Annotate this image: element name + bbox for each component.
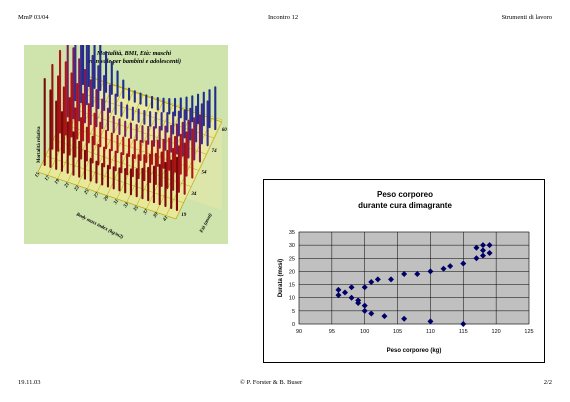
x-tick-label: 100	[360, 329, 369, 335]
data-point	[440, 265, 447, 272]
bmi-tick-label: 31	[113, 199, 121, 207]
bmi-tick-label: 17	[44, 175, 51, 182]
y-tick-label: 20	[289, 269, 295, 275]
y-tick-label: 10	[289, 296, 295, 302]
x-axis-title: Peso corporeo (kg)	[387, 348, 442, 354]
x-tick-label: 90	[296, 329, 302, 335]
x-tick-label: 110	[426, 329, 435, 335]
age-tick-label: 74	[212, 149, 218, 154]
data-point	[335, 286, 342, 293]
data-point	[368, 278, 375, 285]
bmi-tick-label: 33	[123, 202, 131, 210]
x-tick-label: 125	[524, 329, 533, 335]
data-point	[401, 315, 408, 322]
data-point	[480, 242, 486, 249]
data-point	[388, 276, 394, 283]
bmi-tick-label: 23	[73, 185, 81, 193]
bmi-tick-label: 29	[103, 195, 111, 203]
y-axis-label: Età (anni)	[199, 213, 214, 235]
data-point	[447, 263, 454, 270]
x-tick-label: 115	[459, 329, 468, 335]
y-tick-label: 30	[289, 243, 295, 249]
data-point	[460, 260, 467, 267]
data-point	[368, 310, 375, 317]
bmi-tick-label: 35	[132, 205, 140, 213]
data-point	[348, 294, 355, 301]
data-point	[414, 271, 421, 278]
age-tick-label: 60	[222, 128, 228, 133]
header-left: MmP 03/04	[18, 14, 49, 21]
data-point	[401, 271, 408, 278]
data-point	[473, 244, 480, 251]
data-point	[480, 252, 486, 259]
x-tick-label: 120	[492, 329, 501, 335]
bmi-tick-label: 15	[34, 171, 41, 178]
x-tick-label: 105	[393, 329, 402, 335]
footer-center: © P. Forster & B. Buser	[240, 379, 303, 386]
z-axis-label: Mortalità relativa	[37, 126, 42, 163]
data-point	[473, 255, 480, 262]
data-point	[486, 242, 493, 249]
header-right: Strumenti di lavoro	[501, 14, 552, 21]
data-point	[348, 284, 355, 291]
chart-subtitle: durante cura dimagrante	[358, 201, 452, 210]
age-tick-label: 34	[190, 192, 197, 197]
data-point	[427, 318, 434, 325]
y-tick-label: 15	[289, 283, 295, 289]
bmi-tick-label: 27	[93, 192, 101, 200]
x-tick-label: 95	[329, 329, 335, 335]
footer-left: 19.11.03	[18, 379, 41, 386]
y-tick-label: 35	[289, 230, 295, 236]
mortality-3d-chart-image: Mortalità, BMI, Età: maschi (non vale pe…	[24, 45, 228, 244]
y-tick-label: 25	[289, 256, 295, 262]
data-point	[381, 313, 388, 320]
bmi-tick-label: 41	[162, 216, 170, 224]
data-point	[361, 284, 368, 291]
age-tick-label: 54	[202, 170, 208, 175]
data-point	[486, 250, 493, 257]
data-point	[361, 307, 368, 314]
data-point	[342, 289, 348, 296]
y-tick-label: 5	[292, 309, 295, 315]
data-point	[374, 276, 381, 283]
scatter-chart: Peso corporeo durante cura dimagrante 90…	[263, 179, 545, 363]
y-tick-label: 0	[292, 322, 295, 328]
data-point	[361, 302, 368, 309]
x-axis-label: Body mass index (kg/m2)	[74, 212, 124, 241]
data-point	[480, 247, 486, 254]
y-axis-title: Durata (mesi)	[278, 259, 284, 297]
chart-title: Peso corporeo	[377, 190, 433, 199]
data-point	[427, 268, 434, 275]
age-tick-label: 19	[181, 213, 187, 218]
plot-area	[298, 231, 530, 325]
bmi-tick-label: 19	[54, 178, 61, 185]
bmi-tick-label: 21	[63, 182, 71, 190]
bmi-tick-label: 25	[83, 188, 91, 196]
data-point	[335, 292, 342, 299]
image3d-title-line2: (non vale per bambini e adolescenti)	[87, 58, 181, 65]
footer-right: 2/2	[543, 379, 552, 386]
bmi-tick-label: 37	[142, 208, 150, 216]
data-point	[460, 321, 467, 327]
header-center: Incontro 12	[268, 14, 299, 21]
image3d-title-line1: Mortalità, BMI, Età: maschi	[96, 50, 172, 57]
floor-grid-line	[37, 171, 177, 220]
bmi-tick-label: 39	[152, 212, 160, 220]
data-point	[355, 299, 362, 306]
